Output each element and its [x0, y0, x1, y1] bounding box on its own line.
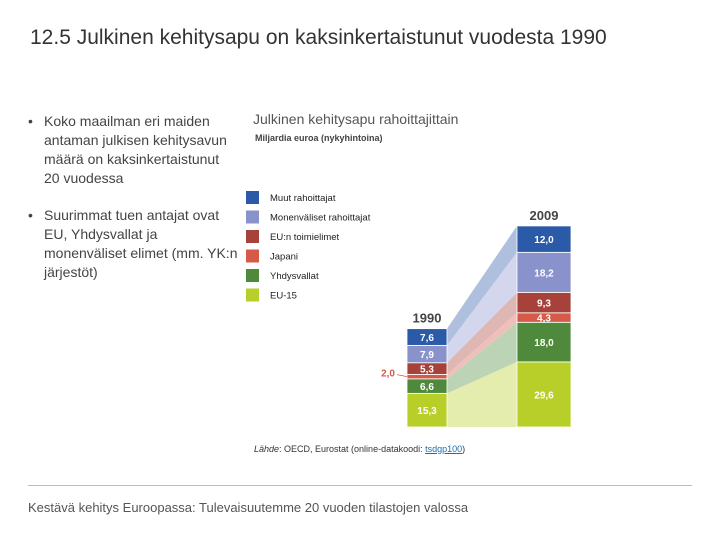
bullet-list: • Koko maailman eri maiden antaman julki… [28, 112, 238, 300]
legend-swatch-5 [246, 288, 259, 302]
data-label-1990-5: 7,6 [420, 333, 434, 344]
footer-text: Kestävä kehitys Euroopassa: Tulevaisuute… [28, 500, 469, 515]
growth-area-2 [447, 312, 517, 379]
data-label-1990-1: 6,6 [420, 382, 434, 393]
legend-label-0: Muut rahoittajat [270, 193, 336, 204]
legend-swatch-1 [246, 210, 259, 224]
growth-area-4 [447, 252, 517, 363]
legend-swatch-0 [246, 191, 259, 204]
bar-segment-2009-1 [516, 321, 572, 363]
growth-area-0 [447, 361, 517, 427]
legend-label-5: EU-15 [270, 291, 297, 302]
growth-area-5 [447, 225, 517, 346]
legend-swatch-4 [246, 269, 259, 282]
source-note: Lähde: OECD, Eurostat (online-datakoodi:… [254, 444, 465, 454]
bar-segment-2009-5 [516, 225, 572, 253]
bullet-text: Koko maailman eri maiden antaman julkise… [44, 113, 227, 186]
source-prefix: Lähde [254, 444, 280, 454]
bar-segment-1990-5 [406, 328, 448, 346]
legend-label-4: Yhdysvallat [270, 271, 319, 282]
bar-segment-2009-4 [516, 251, 572, 293]
source-suffix: ) [462, 444, 466, 454]
bullet-item: • Koko maailman eri maiden antaman julki… [28, 112, 238, 188]
legend-swatch-3 [246, 249, 259, 263]
legend-label-3: Japani [270, 252, 298, 263]
bullet-glyph: • [28, 207, 33, 223]
source-code-link[interactable]: tsdgp100 [425, 444, 463, 454]
category-label-2009: 2009 [530, 208, 559, 223]
legend-label-2: EU:n toimielimet [270, 232, 340, 243]
japan-1990-leader-line [396, 374, 408, 378]
page-title: 12.5 Julkinen kehitysapu on kaksinkertai… [30, 26, 607, 49]
data-label-1990-2: 2,0 [381, 368, 395, 379]
bar-segment-1990-0 [406, 392, 448, 428]
growth-area-3 [447, 292, 517, 375]
bullet-text: Suurimmat tuen antajat ovat EU, Yhdysval… [44, 207, 238, 280]
data-label-2009-1: 18,0 [534, 338, 554, 349]
legend-swatch-2 [246, 230, 259, 243]
data-label-1990-4: 7,9 [420, 350, 434, 361]
data-label-2009-3: 9,3 [537, 299, 551, 310]
chart-title: Julkinen kehitysapu rahoittajittain [253, 111, 459, 127]
legend-label-1: Monenväliset rahoittajat [270, 213, 371, 224]
chart-subtitle: Miljardia euroa (nykyhintoina) [255, 133, 383, 143]
data-label-2009-0: 29,6 [534, 390, 554, 401]
data-label-1990-0: 15,3 [417, 406, 437, 417]
data-label-2009-4: 18,2 [534, 268, 554, 279]
data-label-2009-2: 4,3 [537, 314, 551, 325]
footer-divider [28, 485, 692, 486]
source-text: : OECD, Eurostat (online-datakoodi: [279, 444, 426, 454]
data-label-1990-3: 5,3 [420, 365, 434, 376]
bullet-item: • Suurimmat tuen antajat ovat EU, Yhdysv… [28, 206, 238, 282]
bullet-glyph: • [28, 113, 33, 129]
data-label-2009-5: 12,0 [534, 235, 554, 246]
category-label-1990: 1990 [413, 311, 442, 326]
growth-area-1 [447, 322, 517, 394]
bar-segment-2009-0 [516, 361, 572, 428]
